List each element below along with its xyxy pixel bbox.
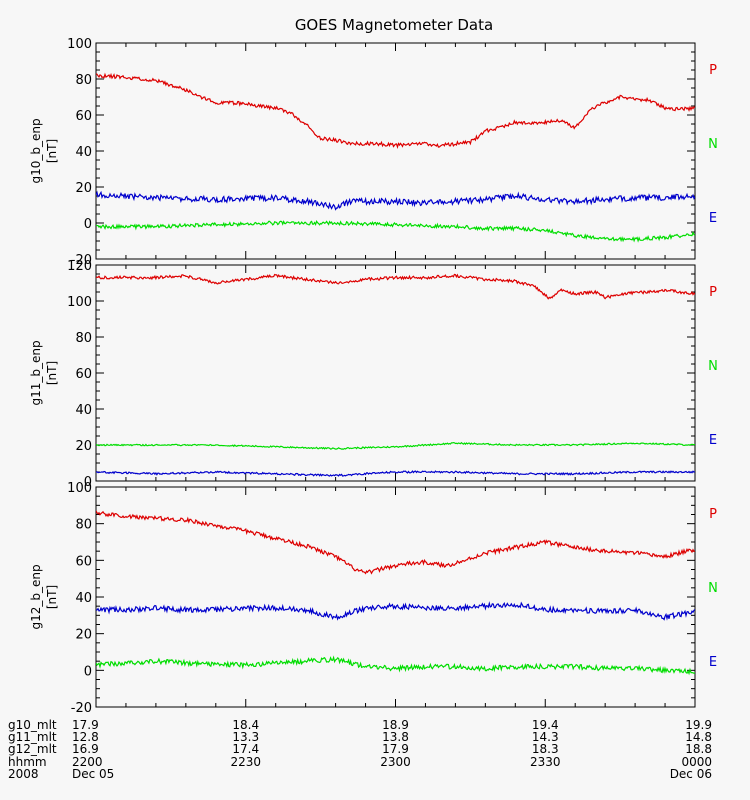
series-n-line (96, 219, 695, 243)
y-tick-label: 40 (75, 591, 92, 606)
footer-cell: 18.8 (685, 742, 712, 756)
footer-cell: 19.4 (532, 718, 559, 732)
y-axis-label: g11_b_enp (29, 340, 43, 405)
y-tick-label: 80 (75, 73, 92, 88)
series-e-line (96, 601, 695, 621)
footer-cell: 13.8 (382, 730, 409, 744)
footer-cell: 2300 (380, 755, 411, 769)
chart-title: GOES Magnetometer Data (295, 16, 493, 34)
footer-cell: 13.3 (232, 730, 259, 744)
legend-p: P (709, 507, 717, 522)
legend-n: N (708, 581, 718, 596)
footer-cell: 14.8 (685, 730, 712, 744)
y-tick-label: 20 (75, 628, 92, 643)
footer-cell: 17.9 (382, 742, 409, 756)
footer-cell: 2200 (72, 755, 103, 769)
footer-row-label: hhmm (8, 755, 47, 769)
panel-2: 0 20 40 60 80 100 120 g11_b_enp [nT] P N E (29, 259, 718, 490)
y-tick-label: 120 (67, 259, 92, 274)
y-tick-label: 60 (75, 109, 92, 124)
y-axis-label: g12_b_enp (29, 564, 43, 629)
footer-cell: Dec 05 (72, 767, 114, 781)
footer-cell: 18.9 (382, 718, 409, 732)
y-tick-label: 40 (75, 403, 92, 418)
y-tick-label: 60 (75, 554, 92, 569)
y-tick-label: 80 (75, 331, 92, 346)
footer-cell: 17.4 (232, 742, 259, 756)
footer-cell: 0000 (681, 755, 712, 769)
series-p-line (96, 72, 695, 150)
y-axis-unit: [nT] (45, 139, 59, 163)
footer-cell: 18.4 (232, 718, 259, 732)
footer-cell: Dec 06 (670, 767, 712, 781)
y-tick-label: 0 (84, 664, 92, 679)
footer-cell: 12.8 (72, 730, 99, 744)
y-tick-label: 40 (75, 145, 92, 160)
y-tick-label: 0 (84, 217, 92, 232)
legend-e: E (709, 211, 717, 226)
legend-n: N (708, 359, 718, 374)
y-tick-label: 80 (75, 518, 92, 533)
legend-e: E (709, 433, 717, 448)
plot-frame (95, 264, 696, 482)
y-tick-label: 100 (67, 295, 92, 310)
series-e-line (96, 470, 695, 477)
legend-e: E (709, 655, 717, 670)
panel-3: -20 0 20 40 60 80 100 g12_b_enp [nT] P N E (29, 481, 718, 716)
series-n-line (96, 655, 695, 676)
footer-cell: 18.3 (532, 742, 559, 756)
footer-row-label: 2008 (8, 767, 39, 781)
y-tick-label: 20 (75, 181, 92, 196)
y-tick-label: -20 (71, 701, 92, 716)
footer-row-label: g10_mlt (8, 718, 57, 732)
y-axis-label: g10_b_enp (29, 118, 43, 183)
y-axis-unit: [nT] (45, 361, 59, 385)
panel-1: -20 0 20 40 60 80 100 g10_b_enp [nT] P N E (29, 37, 718, 268)
legend-n: N (708, 137, 718, 152)
y-axis-unit: [nT] (45, 585, 59, 609)
series-p-line (96, 510, 695, 575)
y-tick-label: 100 (67, 37, 92, 52)
footer-cell: 16.9 (72, 742, 99, 756)
y-tick-label: 0 (84, 475, 92, 490)
footer-cell: 14.3 (532, 730, 559, 744)
y-tick-label: 100 (67, 481, 92, 496)
y-tick-label: -20 (71, 253, 92, 268)
series-e-line (96, 190, 695, 211)
series-n-line (96, 441, 695, 450)
footer-cell: 2330 (530, 755, 561, 769)
y-tick-label: 60 (75, 367, 92, 382)
series-p-line (96, 273, 695, 300)
footer-cell: 2230 (230, 755, 261, 769)
legend-p: P (709, 285, 717, 300)
footer-row-label: g12_mlt (8, 742, 57, 756)
footer-row-label: g11_mlt (8, 730, 57, 744)
y-tick-label: 20 (75, 439, 92, 454)
legend-p: P (709, 63, 717, 78)
footer-cell: 17.9 (72, 718, 99, 732)
footer-cell: 19.9 (685, 718, 712, 732)
